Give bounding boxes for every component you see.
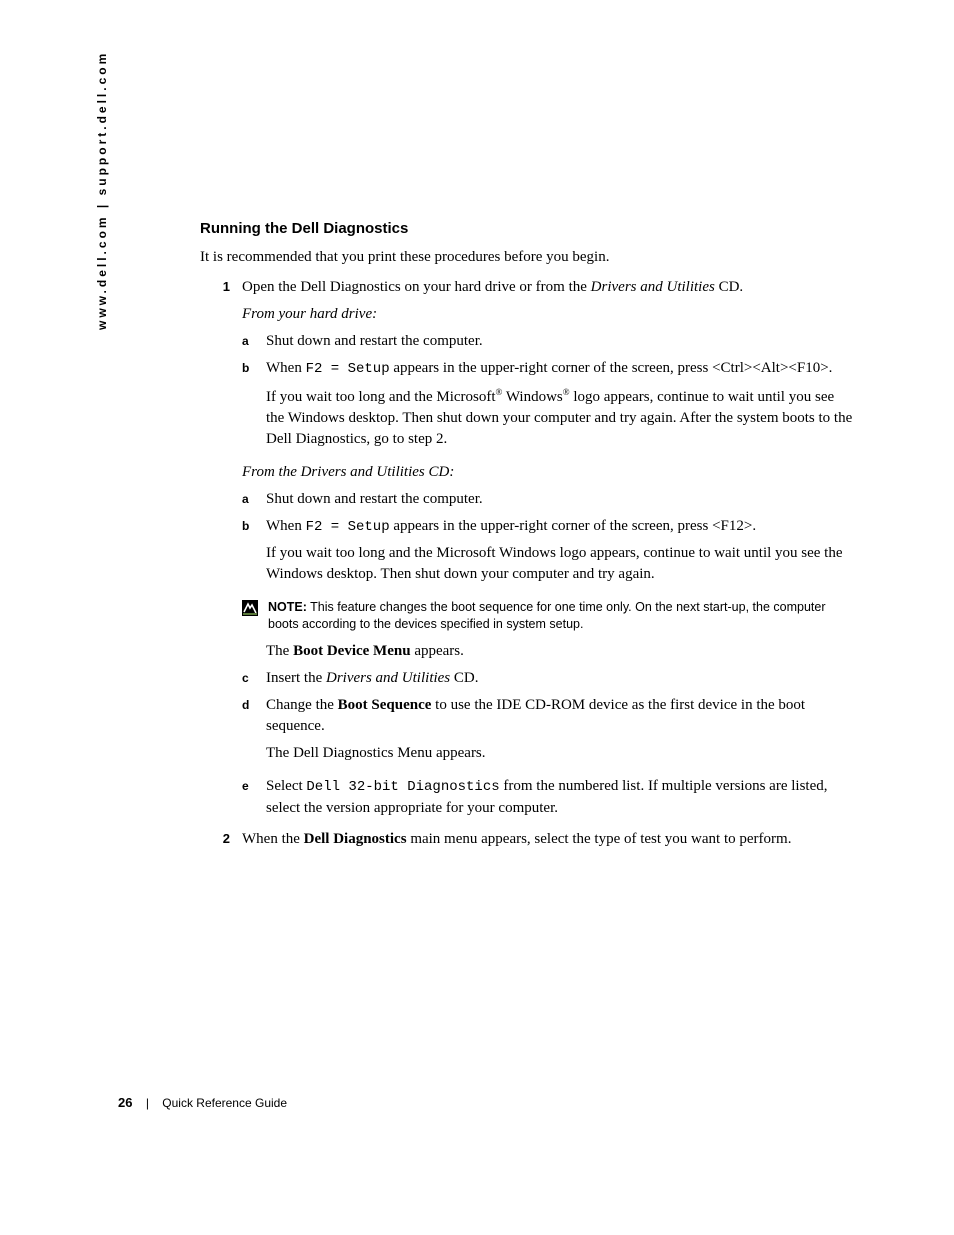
bold-text: Boot Device Menu — [293, 643, 410, 659]
sub-body: When F2 = Setup appears in the upper-rig… — [266, 358, 855, 456]
hd-b-line1: When F2 = Setup appears in the upper-rig… — [266, 358, 855, 380]
sub-marker: c — [242, 668, 266, 689]
text: Change the — [266, 697, 338, 713]
text: Windows — [502, 389, 562, 405]
mono-text: Dell 32-bit Diagnostics — [306, 779, 499, 795]
cd-sublist: a Shut down and restart the computer. b … — [242, 489, 855, 592]
text: The — [266, 643, 293, 659]
page-footer: 26 | Quick Reference Guide — [118, 1095, 287, 1110]
sub-body: Shut down and restart the computer. — [266, 331, 855, 352]
mono-text: F2 = Setup — [306, 519, 390, 535]
step-marker: 2 — [200, 829, 242, 850]
step-body: Open the Dell Diagnostics on your hard d… — [242, 277, 855, 825]
side-url-text: www.dell.com | support.dell.com — [95, 51, 109, 330]
intro-paragraph: It is recommended that you print these p… — [200, 247, 855, 267]
cd-d-line2: The Dell Diagnostics Menu appears. — [266, 743, 855, 764]
text-ital: Drivers and Utilities — [326, 670, 450, 686]
note-body: This feature changes the boot sequence f… — [268, 600, 825, 631]
reg-mark: ® — [563, 387, 570, 397]
note-label: NOTE: — [268, 600, 307, 614]
sub-body: When F2 = Setup appears in the upper-rig… — [266, 516, 855, 592]
cd-step-e: e Select Dell 32-bit Diagnostics from th… — [242, 776, 855, 819]
text: Insert the — [266, 670, 326, 686]
from-cd-label: From the Drivers and Utilities CD: — [242, 462, 855, 483]
cd-step-b: b When F2 = Setup appears in the upper-r… — [242, 516, 855, 592]
section-heading: Running the Dell Diagnostics — [200, 220, 855, 237]
step-1: 1 Open the Dell Diagnostics on your hard… — [200, 277, 855, 825]
text: appears. — [411, 643, 464, 659]
text: Select — [266, 778, 306, 794]
text: When — [266, 518, 306, 534]
step-marker: 1 — [200, 277, 242, 825]
page-number: 26 — [118, 1095, 132, 1110]
hd-b-line2: If you wait too long and the Microsoft® … — [266, 386, 855, 450]
page-content: Running the Dell Diagnostics It is recom… — [200, 220, 855, 854]
text: From your hard drive — [242, 306, 372, 322]
sub-marker-empty — [242, 641, 266, 662]
text: appears in the upper-right corner of the… — [390, 360, 833, 376]
text: When the — [242, 831, 304, 847]
step1-line1: Open the Dell Diagnostics on your hard d… — [242, 277, 855, 298]
text: Open the Dell Diagnostics on your hard d… — [242, 279, 591, 295]
note-text: NOTE: This feature changes the boot sequ… — [268, 599, 855, 633]
text: CD. — [715, 279, 743, 295]
side-url-label: www.dell.com | support.dell.com — [95, 51, 109, 330]
cd-step-c: c Insert the Drivers and Utilities CD. — [242, 668, 855, 689]
text: appears in the upper-right corner of the… — [390, 518, 757, 534]
cd-step-a: a Shut down and restart the computer. — [242, 489, 855, 510]
hd-step-a: a Shut down and restart the computer. — [242, 331, 855, 352]
sub-marker: a — [242, 489, 266, 510]
bold-text: Dell Diagnostics — [304, 831, 407, 847]
cd-b-line2: If you wait too long and the Microsoft W… — [266, 543, 855, 585]
text: If you wait too long and the Microsoft — [266, 389, 496, 405]
boot-menu-text: The Boot Device Menu appears. — [266, 641, 855, 662]
sub-marker: a — [242, 331, 266, 352]
note-icon — [242, 600, 258, 616]
hd-step-b: b When F2 = Setup appears in the upper-r… — [242, 358, 855, 456]
mono-text: F2 = Setup — [306, 361, 390, 377]
sub-marker: e — [242, 776, 266, 819]
step-body: When the Dell Diagnostics main menu appe… — [242, 829, 855, 850]
boot-menu-line: The Boot Device Menu appears. — [242, 641, 855, 662]
text: When — [266, 360, 306, 376]
note-block: NOTE: This feature changes the boot sequ… — [242, 599, 855, 633]
cd-d-line1: Change the Boot Sequence to use the IDE … — [266, 695, 855, 737]
bold-text: Boot Sequence — [338, 697, 432, 713]
from-hard-drive-label: From your hard drive: — [242, 304, 855, 325]
text: CD. — [450, 670, 478, 686]
text: main menu appears, select the type of te… — [407, 831, 792, 847]
sub-body: Select Dell 32-bit Diagnostics from the … — [266, 776, 855, 819]
hd-sublist: a Shut down and restart the computer. b … — [242, 331, 855, 456]
footer-separator: | — [146, 1096, 149, 1110]
sub-marker: b — [242, 516, 266, 592]
cd-sublist-2: The Boot Device Menu appears. c Insert t… — [242, 641, 855, 819]
cd-b-line1: When F2 = Setup appears in the upper-rig… — [266, 516, 855, 538]
step-2: 2 When the Dell Diagnostics main menu ap… — [200, 829, 855, 850]
sub-marker: d — [242, 695, 266, 770]
sub-body: Shut down and restart the computer. — [266, 489, 855, 510]
sub-body: Insert the Drivers and Utilities CD. — [266, 668, 855, 689]
text-ital: Drivers and Utilities — [591, 279, 715, 295]
sub-body: Change the Boot Sequence to use the IDE … — [266, 695, 855, 770]
cd-step-d: d Change the Boot Sequence to use the ID… — [242, 695, 855, 770]
footer-title: Quick Reference Guide — [162, 1096, 287, 1110]
text: From the Drivers and Utilities CD — [242, 464, 449, 480]
sub-marker: b — [242, 358, 266, 456]
